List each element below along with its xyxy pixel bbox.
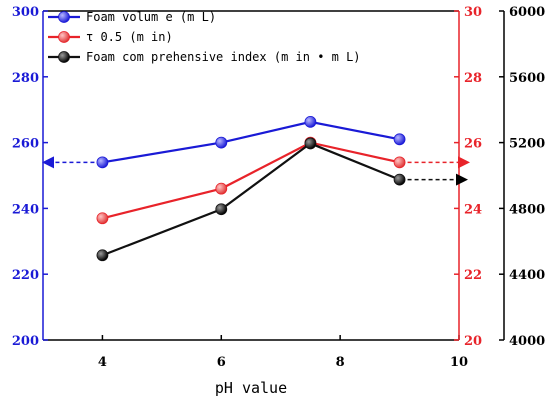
data-point <box>393 133 406 146</box>
y-tick-label-left: 200 <box>12 334 39 349</box>
legend-marker <box>58 31 70 43</box>
data-point <box>215 203 228 216</box>
y-tick-label-right1: 20 <box>464 334 482 349</box>
y-tick-label-right1: 24 <box>464 202 482 217</box>
legend-marker <box>58 51 70 63</box>
y-tick-label-right1: 30 <box>464 5 482 20</box>
y-tick-label-right1: 26 <box>464 137 482 152</box>
data-point <box>96 156 109 169</box>
data-point <box>215 136 228 149</box>
data-point <box>215 182 228 195</box>
x-tick-label: 6 <box>217 355 226 370</box>
series-line-left <box>102 120 400 164</box>
legend: Foam volum e (m L) τ 0.5 (m in) Foam com p… <box>48 10 361 64</box>
data-point <box>393 173 406 186</box>
y-tick-label-left: 280 <box>12 71 39 86</box>
x-tick-label: 4 <box>98 355 107 370</box>
y-tick-label-left: 240 <box>12 202 39 217</box>
data-point <box>304 115 317 128</box>
data-point <box>393 156 406 169</box>
axes-layer: 4 6 8 10 200 220 240 260 280 300 20 22 24 26 28 30 4000 4… <box>12 5 545 370</box>
x-tick-label: 10 <box>450 355 468 370</box>
y-tick-label-right2: 5200 <box>509 137 545 152</box>
legend-marker <box>58 11 70 23</box>
data-point <box>304 137 317 150</box>
legend-label: Foam volum e (m L) <box>86 10 216 24</box>
series-line-right2 <box>102 142 400 257</box>
y-tick-label-right2: 5600 <box>509 71 545 86</box>
data-point <box>96 212 109 225</box>
y-tick-label-right1: 28 <box>464 71 482 86</box>
y-tick-label-left: 220 <box>12 268 39 283</box>
y-tick-label-right2: 4400 <box>509 268 545 283</box>
series-line-right1 <box>102 141 400 220</box>
y-tick-label-right2: 6000 <box>509 5 545 20</box>
y-tick-label-left: 260 <box>12 137 39 152</box>
x-axis-title: pH value <box>215 379 287 397</box>
y-tick-label-right2: 4800 <box>509 202 545 217</box>
legend-label: τ 0.5 (m in) <box>86 30 173 44</box>
y-tick-label-right2: 4000 <box>509 334 545 349</box>
x-tick-label: 8 <box>336 355 345 370</box>
y-tick-label-left: 300 <box>12 5 39 20</box>
series-layer <box>42 115 470 262</box>
data-point <box>96 249 109 262</box>
legend-label: Foam com prehensive index (m in • m L) <box>86 50 361 64</box>
y-tick-label-right1: 22 <box>464 268 482 283</box>
